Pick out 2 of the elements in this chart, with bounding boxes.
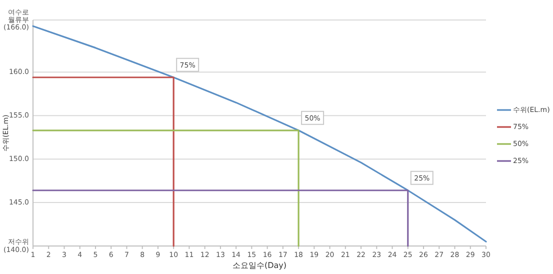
line-series	[32, 25, 487, 242]
x-axis-title: 소요일수(Day)	[232, 261, 287, 270]
